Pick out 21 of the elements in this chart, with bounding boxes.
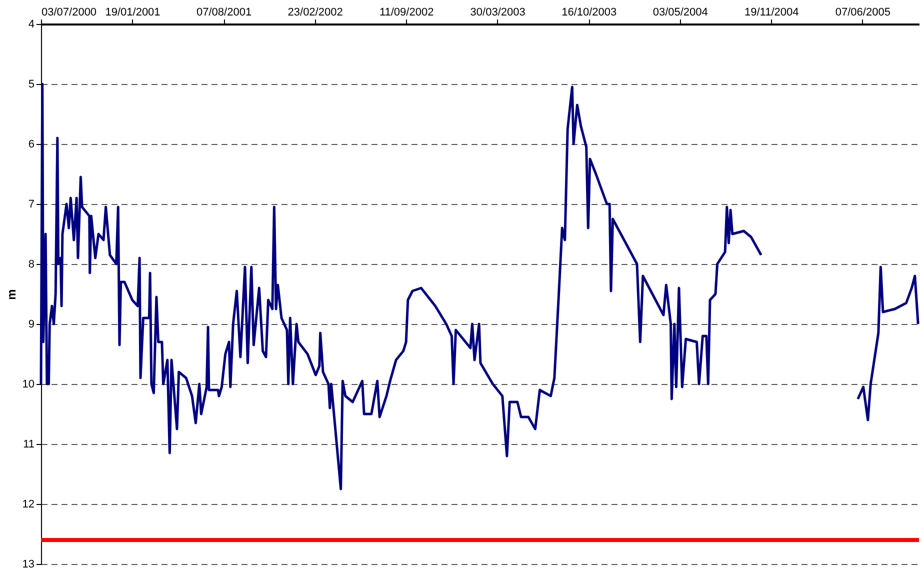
x-tick-label: 11/09/2002 [379, 6, 434, 18]
x-tick-label: 19/11/2004 [744, 6, 799, 18]
y-tick-label: 10 [22, 378, 34, 390]
y-tick-label: 12 [22, 498, 34, 510]
y-tick-label: 6 [28, 138, 34, 150]
y-tick-label: 11 [23, 438, 34, 450]
y-tick-label: 9 [28, 318, 34, 330]
y-tick-label: 13 [22, 558, 34, 570]
y-tick-label: 8 [28, 258, 34, 270]
y-tick-label: 7 [28, 198, 34, 210]
x-tick-label: 03/07/2000 [42, 6, 97, 18]
x-tick-label: 07/06/2005 [835, 6, 890, 18]
x-tick-label: 07/08/2001 [196, 6, 252, 18]
x-tick-label: 30/03/2003 [470, 6, 526, 18]
x-tick-label: 16/10/2003 [562, 6, 617, 18]
x-tick-label: 23/02/2002 [288, 6, 343, 18]
x-tick-label: 03/05/2004 [652, 6, 708, 18]
y-axis-title: m [4, 289, 18, 300]
y-tick-label: 4 [28, 18, 34, 30]
x-tick-label: 19/01/2001 [105, 6, 160, 18]
y-tick-label: 5 [28, 78, 34, 90]
